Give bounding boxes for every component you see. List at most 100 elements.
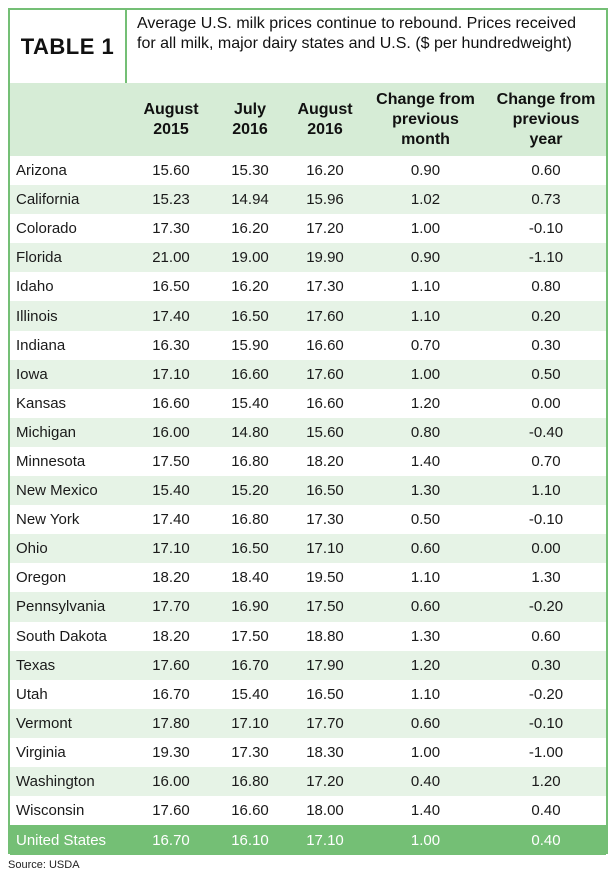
value-cell: 14.80 — [231, 423, 269, 441]
value-cell: 18.30 — [306, 743, 344, 761]
value-cell: 1.00 — [410, 743, 441, 761]
value-cell: 15.40 — [231, 394, 269, 412]
value-cell: 15.20 — [231, 482, 269, 500]
value-cell: 17.70 — [152, 598, 190, 616]
value-cell: 16.00 — [152, 773, 190, 791]
state-name-cell: United States — [16, 831, 107, 849]
value-cell: 0.50 — [410, 511, 441, 529]
value-cell: 15.96 — [306, 191, 344, 209]
value-cell: 0.90 — [410, 162, 441, 180]
value-cell: 0.90 — [410, 249, 441, 267]
state-name-cell: Washington — [16, 773, 95, 791]
value-cell: 16.50 — [231, 540, 269, 558]
value-cell: 17.20 — [306, 220, 344, 238]
value-cell: 17.10 — [152, 540, 190, 558]
table-row: Arizona 15.60 15.30 16.20 0.90 0.60 — [10, 156, 606, 186]
value-cell: 16.60 — [152, 394, 190, 412]
value-cell: 17.40 — [152, 307, 190, 325]
table-row: Michigan 16.00 14.80 15.60 0.80 -0.40 — [10, 417, 606, 447]
value-cell: 16.70 — [152, 831, 190, 849]
table-label: TABLE 1 — [10, 10, 127, 83]
value-cell: 1.00 — [410, 831, 441, 849]
table-row: New York 17.40 16.80 17.30 0.50 -0.10 — [10, 505, 606, 535]
value-cell: 0.00 — [531, 540, 561, 558]
value-cell: 16.60 — [231, 802, 269, 820]
value-cell: 15.30 — [231, 162, 269, 180]
total-row: United States 16.70 16.10 17.10 1.00 0.40 — [10, 825, 606, 856]
state-name-cell: Texas — [16, 656, 56, 674]
value-cell: 16.50 — [152, 278, 190, 296]
value-cell: 16.80 — [231, 773, 269, 791]
value-cell: 17.10 — [152, 365, 190, 383]
value-cell: 1.40 — [410, 802, 441, 820]
value-cell: 1.40 — [410, 452, 441, 470]
column-header: August 2015 — [143, 100, 199, 138]
value-cell: 18.20 — [306, 452, 344, 470]
value-cell: 16.60 — [306, 336, 344, 354]
value-cell: 1.30 — [410, 627, 441, 645]
value-cell: 18.00 — [306, 802, 344, 820]
column-header: July 2016 — [232, 100, 268, 138]
table-row: Utah 16.70 15.40 16.50 1.10 -0.20 — [10, 679, 606, 709]
value-cell: 0.30 — [531, 656, 561, 674]
value-cell: 15.40 — [231, 685, 269, 703]
state-name-cell: Utah — [16, 685, 48, 703]
value-cell: 17.60 — [306, 307, 344, 325]
table-row: South Dakota 18.20 17.50 18.80 1.30 0.60 — [10, 621, 606, 651]
value-cell: 15.60 — [152, 162, 190, 180]
table-row: Kansas 16.60 15.40 16.60 1.20 0.00 — [10, 388, 606, 418]
value-cell: -0.20 — [528, 598, 564, 616]
table-row: Indiana 16.30 15.90 16.60 0.70 0.30 — [10, 330, 606, 360]
value-cell: 17.60 — [152, 802, 190, 820]
value-cell: 17.50 — [152, 452, 190, 470]
value-cell: 17.50 — [231, 627, 269, 645]
value-cell: 0.70 — [531, 452, 561, 470]
value-cell: 16.80 — [231, 452, 269, 470]
value-cell: 0.20 — [531, 307, 561, 325]
table-title: Average U.S. milk prices continue to reb… — [137, 15, 577, 52]
value-cell: 18.20 — [152, 627, 190, 645]
value-cell: 14.94 — [231, 191, 269, 209]
value-cell: 16.80 — [231, 511, 269, 529]
state-name-cell: Pennsylvania — [16, 598, 106, 616]
state-name-cell: Ohio — [16, 540, 48, 558]
value-cell: 0.50 — [531, 365, 561, 383]
table-row: Florida 21.00 19.00 19.90 0.90 -1.10 — [10, 243, 606, 273]
table-frame: TABLE 1 Average U.S. milk prices continu… — [8, 8, 608, 856]
value-cell: 15.60 — [306, 423, 344, 441]
value-cell: 1.20 — [410, 394, 441, 412]
value-cell: 0.80 — [410, 423, 441, 441]
value-cell: 1.02 — [410, 191, 441, 209]
value-cell: 17.80 — [152, 714, 190, 732]
value-cell: 16.20 — [231, 220, 269, 238]
value-cell: 0.70 — [410, 336, 441, 354]
value-cell: 16.20 — [306, 162, 344, 180]
value-cell: 17.30 — [231, 743, 269, 761]
value-cell: 1.10 — [531, 482, 561, 500]
value-cell: -1.00 — [528, 743, 564, 761]
value-cell: 18.40 — [231, 569, 269, 587]
value-cell: 18.20 — [152, 569, 190, 587]
value-cell: 17.10 — [231, 714, 269, 732]
value-cell: 1.30 — [410, 482, 441, 500]
state-name-cell: Florida — [16, 249, 62, 267]
state-name-cell: Michigan — [16, 423, 77, 441]
state-name-cell: Colorado — [16, 220, 77, 238]
value-cell: -0.10 — [528, 714, 564, 732]
state-name-cell: New Mexico — [16, 482, 98, 500]
value-cell: 16.30 — [152, 336, 190, 354]
state-name-cell: Iowa — [16, 365, 48, 383]
table-row: California 15.23 14.94 15.96 1.02 0.73 — [10, 185, 606, 215]
value-cell: 17.60 — [306, 365, 344, 383]
value-cell: 17.20 — [306, 773, 344, 791]
value-cell: 16.70 — [152, 685, 190, 703]
value-cell: 0.73 — [531, 191, 561, 209]
value-cell: 0.60 — [410, 714, 441, 732]
value-cell: 0.60 — [410, 598, 441, 616]
value-cell: 1.00 — [410, 220, 441, 238]
value-cell: 0.60 — [531, 627, 561, 645]
value-cell: 0.30 — [531, 336, 561, 354]
value-cell: 0.60 — [531, 162, 561, 180]
value-cell: 1.10 — [410, 307, 441, 325]
table-row: Vermont 17.80 17.10 17.70 0.60 -0.10 — [10, 708, 606, 738]
